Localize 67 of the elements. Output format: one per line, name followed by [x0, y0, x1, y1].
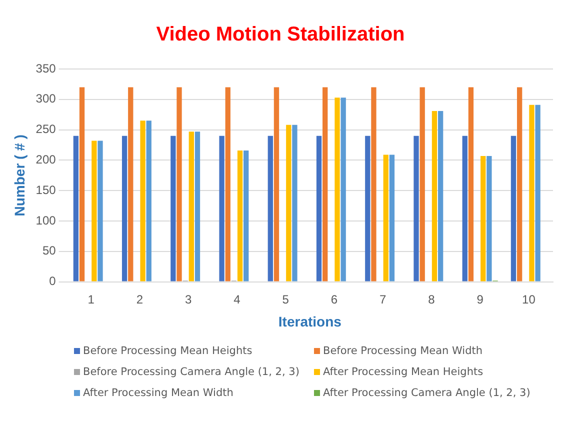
y-tick-label: 300: [36, 92, 56, 106]
bar: [486, 156, 492, 282]
bar: [244, 150, 249, 282]
bar: [438, 110, 444, 282]
bar: [383, 154, 388, 282]
x-axis-title: Iterations: [278, 313, 342, 330]
bar: [170, 136, 176, 282]
bar: [322, 87, 328, 282]
bar: [274, 87, 280, 282]
bar: [371, 87, 376, 282]
y-tick-label: 350: [36, 61, 56, 76]
bar: [529, 104, 534, 282]
bar: [176, 87, 182, 282]
y-tick-label: 50: [42, 244, 56, 258]
bar: [225, 87, 230, 282]
bar: [128, 87, 134, 282]
bar: [79, 87, 85, 282]
bar: [92, 140, 97, 282]
bar: [237, 150, 243, 282]
bar: [340, 98, 346, 282]
bar: [480, 156, 486, 282]
bar: [462, 136, 468, 282]
chart-title: Video Motion Stabilization: [156, 24, 405, 46]
legend-label: Before Processing Camera Angle (1, 2, 3): [83, 366, 300, 378]
x-tick-label: 1: [88, 292, 95, 306]
y-tick-label: 150: [36, 182, 56, 197]
bar: [414, 136, 419, 282]
x-tick-label: 10: [522, 292, 536, 306]
legend-label: After Processing Mean Width: [83, 387, 234, 399]
bar: [219, 136, 224, 282]
bar: [510, 136, 516, 282]
y-tick-label: 0: [49, 274, 56, 288]
legend-label: Before Processing Mean Width: [323, 345, 483, 357]
legend-label: After Processing Camera Angle (1, 2, 3): [323, 387, 530, 399]
bar: [286, 124, 292, 282]
bar: [292, 124, 298, 282]
legend-label: Before Processing Mean Heights: [83, 345, 252, 357]
x-tick-label: 8: [428, 292, 436, 306]
bar: [268, 136, 273, 282]
x-tick-label: 6: [330, 292, 338, 306]
x-tick-label: 9: [476, 292, 484, 306]
bar: [420, 87, 425, 282]
x-tick-label: 4: [234, 292, 241, 306]
x-tick-label: 5: [282, 292, 290, 306]
bar: [432, 110, 438, 282]
bar: [194, 132, 200, 282]
bar: [316, 136, 322, 282]
legend-label: After Processing Mean Heights: [323, 366, 484, 378]
bar: [140, 120, 146, 282]
bar: [468, 87, 474, 282]
x-tick-label: 7: [379, 292, 386, 306]
bar: [516, 87, 522, 282]
y-axis-title: Number ( # ): [11, 134, 28, 216]
y-tick-label: 200: [36, 152, 56, 167]
bar: [98, 140, 103, 282]
y-tick-label: 250: [36, 122, 56, 136]
bar: [146, 120, 152, 282]
bar: [365, 136, 370, 282]
x-tick-label: 3: [185, 292, 192, 306]
x-tick-label: 2: [136, 292, 144, 306]
bar: [188, 132, 194, 282]
bar: [334, 98, 340, 282]
bar: [389, 154, 395, 282]
bar: [122, 136, 128, 282]
bar: [535, 104, 540, 282]
bar: [73, 136, 79, 282]
y-tick-label: 100: [36, 213, 56, 228]
